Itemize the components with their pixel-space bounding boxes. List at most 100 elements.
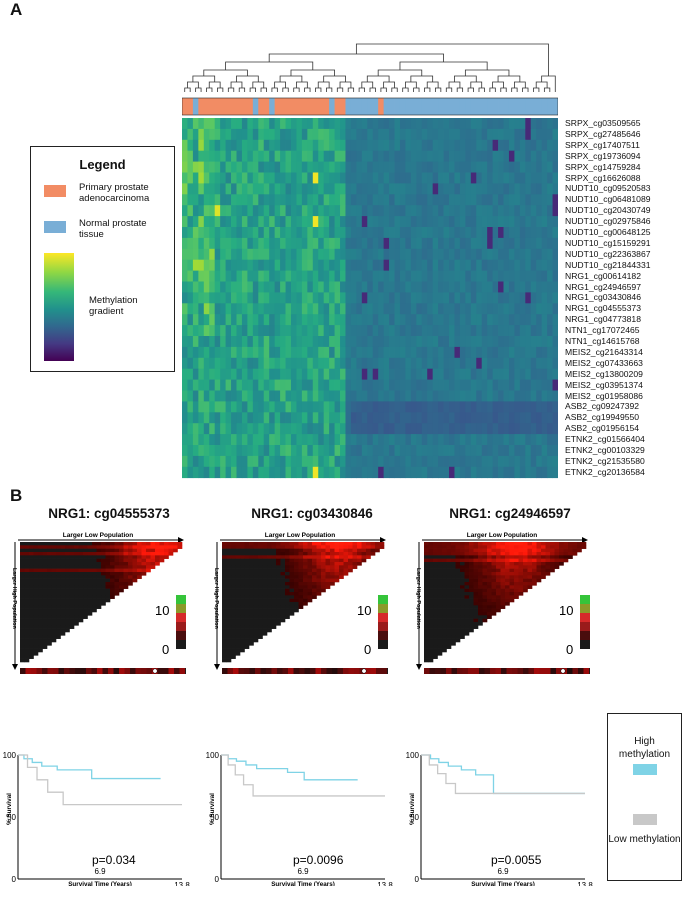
heatmap-cell	[519, 303, 526, 315]
tri-cell	[276, 598, 281, 603]
heatmap-cell	[432, 423, 439, 435]
tri-cell	[437, 638, 443, 643]
tri-cell	[352, 552, 358, 556]
heatmap-cell	[269, 390, 276, 402]
tri-cell	[500, 602, 506, 606]
tri-cell	[446, 622, 452, 626]
tri-cell	[92, 582, 97, 586]
heatmap-cell	[547, 314, 553, 326]
tri-cell	[226, 598, 232, 603]
heatmap-cell	[421, 303, 428, 315]
heatmap-cell	[345, 314, 352, 326]
heatmap-cell	[312, 336, 319, 348]
strip-cell	[157, 668, 164, 674]
tri-cell	[47, 592, 52, 596]
tri-cell	[339, 552, 344, 556]
heatmap-cell	[530, 379, 537, 391]
tri-cell	[240, 582, 245, 586]
group-bar-cell	[334, 98, 341, 115]
tri-cell	[24, 548, 30, 553]
heatmap-cell	[454, 346, 461, 359]
heatmap-cell	[378, 466, 385, 479]
heatmap-cell	[350, 314, 357, 326]
tri-cell	[303, 595, 308, 599]
heatmap-cell	[334, 128, 341, 141]
heatmap-cell	[198, 183, 205, 195]
tri-cell	[523, 545, 528, 549]
tri-cell	[276, 615, 281, 619]
heatmap-cell	[498, 194, 504, 206]
tri-cell	[60, 632, 66, 636]
dendrogram-branch	[274, 81, 286, 88]
strip-cell	[567, 668, 573, 674]
tri-cell	[550, 562, 555, 566]
heatmap-cell	[356, 445, 363, 457]
heatmap-cell	[416, 216, 423, 228]
tri-cell	[69, 588, 75, 593]
tri-cell	[523, 585, 528, 589]
tri-cell	[276, 622, 281, 626]
tri-cell	[222, 628, 227, 633]
dendrogram-branch	[464, 69, 510, 76]
tri-cell	[451, 542, 456, 546]
tri-cell	[92, 578, 97, 583]
heatmap-cell	[421, 139, 428, 152]
tri-cell	[437, 565, 443, 569]
tri-cell	[482, 578, 488, 583]
methylation-gradient-bar	[44, 253, 74, 361]
strip-cell	[506, 668, 513, 674]
heatmap-cell	[241, 379, 248, 391]
tri-cell	[101, 565, 106, 569]
heatmap-cell	[541, 118, 548, 130]
tri-cell	[433, 562, 438, 566]
tri-cell	[428, 625, 434, 629]
heatmap-cell	[290, 237, 297, 250]
heatmap-cell	[410, 455, 417, 468]
tri-cell	[226, 642, 232, 646]
heatmap-cell	[519, 401, 526, 413]
heatmap-cell	[263, 172, 270, 184]
heatmap-cell	[503, 401, 510, 413]
heatmap-cell	[454, 270, 461, 282]
tri-cell	[51, 588, 57, 593]
tri-cell	[137, 552, 142, 556]
heatmap-cell	[394, 434, 401, 446]
heatmap-cell	[394, 303, 401, 315]
heatmap-cell	[503, 292, 510, 304]
heatmap-cell	[203, 128, 210, 141]
tri-cell	[42, 552, 48, 556]
heatmap-cell	[182, 183, 188, 195]
heatmap-cell	[307, 270, 314, 282]
heatmap-cell	[536, 401, 543, 413]
heatmap-cell	[247, 183, 254, 195]
heatmap-cell	[220, 281, 226, 293]
heatmap-cell	[220, 325, 226, 337]
heatmap-cell	[416, 161, 423, 173]
heatmap-cell	[536, 237, 543, 250]
tri-cell	[289, 545, 295, 549]
heatmap-cell	[459, 336, 466, 348]
heatmap-cell	[405, 139, 412, 152]
tri-cell	[298, 545, 304, 549]
heatmap-cell	[269, 292, 276, 304]
heatmap-cell	[340, 259, 346, 271]
tri-cell	[428, 642, 434, 646]
tri-cell	[96, 558, 102, 563]
tri-cell	[339, 555, 344, 559]
heatmap-cell	[312, 194, 319, 206]
heatmap-cell	[427, 118, 434, 130]
tri-cell	[258, 548, 263, 553]
tri-cell	[518, 588, 524, 593]
heatmap-cell	[340, 379, 346, 391]
heatmap-cell	[280, 161, 286, 173]
tri-cell	[222, 548, 227, 553]
heatmap-cell	[378, 434, 385, 446]
tri-cell	[240, 642, 245, 646]
heatmap-cell	[182, 412, 188, 424]
heatmap-cell	[432, 259, 439, 271]
heatmap-cell	[203, 445, 210, 457]
tri-cell	[442, 592, 447, 596]
tri-cell	[541, 565, 546, 569]
heatmap-cell	[421, 390, 428, 402]
heatmap-cell	[318, 466, 325, 479]
